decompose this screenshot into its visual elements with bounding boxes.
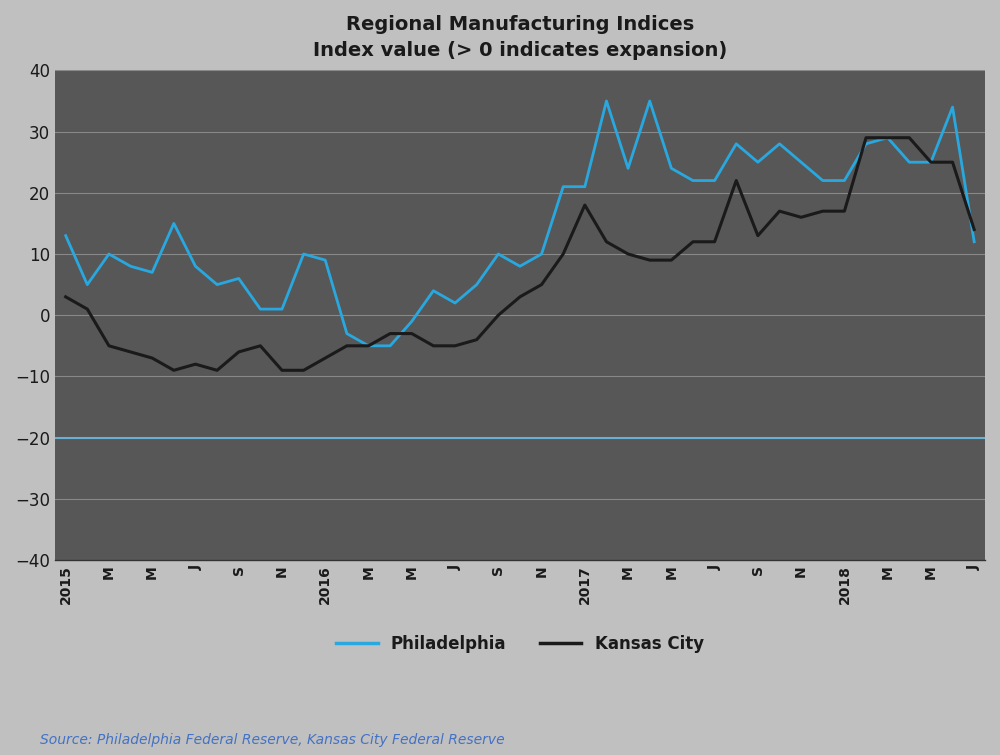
Legend: Philadelphia, Kansas City: Philadelphia, Kansas City — [329, 628, 711, 659]
Text: Source: Philadelphia Federal Reserve, Kansas City Federal Reserve: Source: Philadelphia Federal Reserve, Ka… — [40, 732, 505, 747]
Title: Regional Manufacturing Indices
Index value (> 0 indicates expansion): Regional Manufacturing Indices Index val… — [313, 15, 727, 60]
